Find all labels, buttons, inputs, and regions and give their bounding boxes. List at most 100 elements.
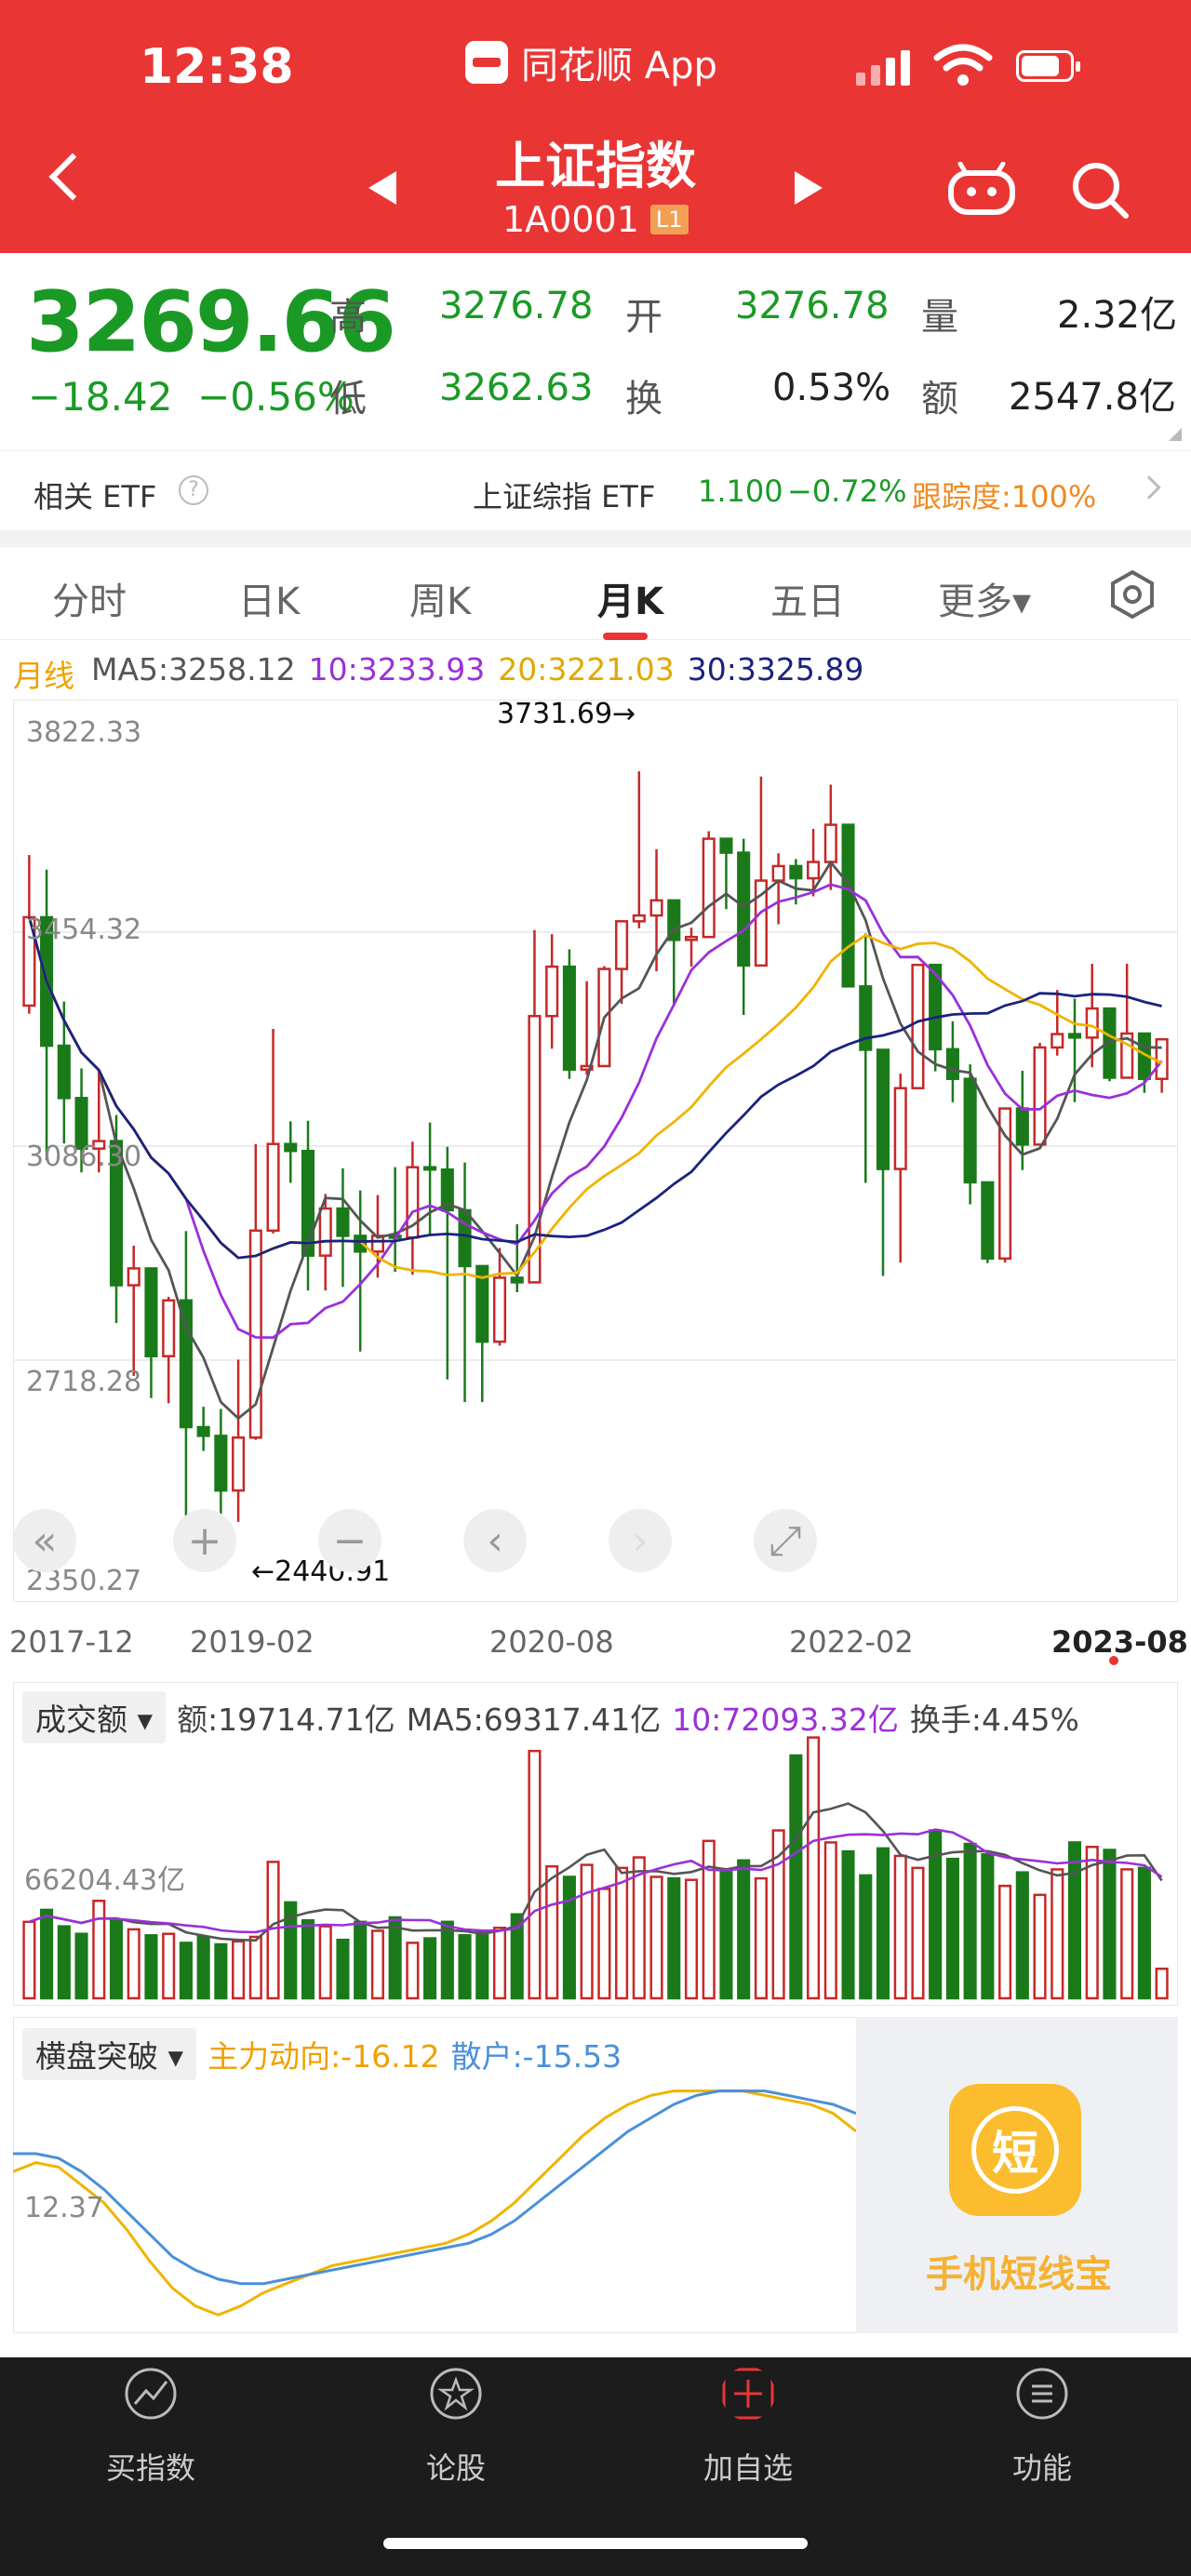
volume-turnover: 换手:4.45% [909, 1702, 1079, 1738]
volume-bar [649, 1875, 663, 2000]
change-value: −18.42 [28, 374, 173, 420]
prev-stock-icon[interactable] [368, 171, 396, 205]
volume-y-label: 66204.43亿 [24, 1864, 186, 1897]
volume-bar [318, 1925, 332, 2000]
candle [57, 1044, 71, 1100]
ad-text[interactable]: 手机短线宝 [926, 2253, 1112, 2296]
volume-header: 成交额 ▾ 额:19714.71亿 MA5:69317.41亿 10:72093… [22, 1691, 1079, 1743]
candle [1120, 1032, 1134, 1079]
candle [667, 899, 681, 941]
candle [127, 1267, 141, 1287]
help-icon[interactable]: ? [179, 475, 208, 505]
scroll-left-fast-icon[interactable]: « [13, 1509, 76, 1572]
volume-bar [510, 1913, 524, 2000]
volume-value: 2.32亿 [1057, 294, 1178, 337]
candle [528, 1014, 542, 1284]
nav-functions[interactable]: 功能 [949, 2367, 1135, 2488]
etf-price: 1.100 [698, 474, 783, 509]
volume-bar [492, 1927, 507, 2000]
chart-settings-icon[interactable] [1107, 569, 1158, 620]
amount-value: 2547.8亿 [1009, 376, 1176, 419]
zoom-out-icon[interactable]: − [318, 1509, 381, 1572]
low-label: 低 [329, 378, 367, 420]
candle [492, 1276, 507, 1343]
back-icon[interactable] [48, 153, 97, 201]
tab-intraday[interactable]: 分时 [52, 581, 127, 623]
candle [1103, 1007, 1117, 1079]
ma5-line [28, 860, 1162, 1421]
volume-bar [1085, 1846, 1099, 2000]
volume-bar [109, 1918, 124, 2000]
volume-bar [248, 1935, 262, 2000]
main-force-line [13, 2089, 856, 2317]
page-title: 上证指数 [495, 137, 696, 195]
tab-monthly-k[interactable]: 月K [597, 581, 663, 623]
robot-assistant-icon[interactable] [947, 162, 1016, 216]
x-label-5: 2023-08 [1051, 1624, 1188, 1660]
volume-bar [911, 1866, 925, 2000]
app-badge[interactable]: 同花顺 App [465, 35, 717, 89]
volume-bar [1103, 1849, 1117, 2000]
search-icon[interactable] [1070, 160, 1130, 220]
app-icon [465, 41, 508, 84]
ma10-label: 10:3233.93 [308, 651, 486, 687]
kline-panel[interactable] [13, 700, 1178, 1602]
tracking-degree: 跟踪度:100% [912, 479, 1097, 514]
signal-icon [856, 50, 910, 86]
candle [92, 1140, 106, 1150]
nav-buy-index[interactable]: 买指数 [58, 2367, 244, 2488]
tab-daily-k[interactable]: 日K [238, 581, 301, 623]
fullscreen-icon[interactable]: ⤢ [754, 1509, 817, 1572]
expand-corner-icon[interactable] [1169, 428, 1182, 441]
volume-bar [981, 1853, 995, 2000]
volume-bar [458, 1934, 472, 2000]
home-indicator [383, 2538, 808, 2549]
next-stock-icon[interactable] [795, 171, 823, 205]
divider [0, 530, 1191, 547]
volume-bar [893, 1854, 907, 2000]
volume-indicator-dropdown[interactable]: 成交额 ▾ [22, 1691, 167, 1743]
related-etf-row[interactable]: 相关 ETF ? 上证综指 ETF 1.100 −0.72% 跟踪度:100% [0, 450, 1191, 530]
candle [998, 1107, 1012, 1261]
main-force-value: 主力动向:-16.12 [207, 2038, 440, 2075]
candle [423, 1166, 437, 1171]
volume-bar [127, 1928, 141, 2000]
candle [929, 963, 943, 1051]
high-marker: 3731.69→ [497, 698, 636, 730]
candle [284, 1142, 298, 1153]
volume-bar [1050, 1868, 1064, 2000]
scroll-right-icon[interactable]: › [609, 1509, 672, 1572]
volume-bar [1015, 1871, 1029, 2000]
candle [545, 965, 559, 1018]
volume-bar [354, 1920, 368, 2000]
indicator-dropdown[interactable]: 横盘突破 ▾ [22, 2028, 197, 2080]
volume-panel[interactable] [13, 1682, 1178, 2006]
add-icon [722, 2368, 774, 2420]
current-price: 3269.66 [26, 274, 396, 371]
level-badge: L1 [649, 205, 689, 234]
app-name: 同花顺 App [521, 45, 717, 87]
x-label-2: 2019-02 [190, 1624, 314, 1660]
kline-chart[interactable] [13, 700, 1178, 1602]
candle [823, 823, 837, 863]
stock-code-text: 1A0001 [502, 199, 639, 240]
candle [981, 1181, 995, 1261]
ma10-line [28, 883, 1163, 1340]
candle [144, 1267, 158, 1358]
scroll-left-icon[interactable]: ‹ [463, 1509, 527, 1572]
tab-five-day[interactable]: 五日 [770, 581, 845, 623]
nav-add-watchlist[interactable]: 加自选 [655, 2367, 841, 2488]
volume-bar [1155, 1968, 1169, 2000]
ma30-line [28, 916, 1162, 1260]
tab-weekly-k[interactable]: 周K [409, 581, 472, 623]
volume-bar [789, 1754, 803, 2000]
nav-discuss[interactable]: 论股 [363, 2367, 549, 2488]
zoom-in-icon[interactable]: + [173, 1509, 236, 1572]
tab-more[interactable]: 更多▾ [938, 581, 1032, 623]
low-value: 3262.63 [439, 367, 594, 409]
volume-bar [771, 1829, 785, 2000]
open-label: 开 [625, 296, 662, 339]
ad-icon[interactable]: 短 [949, 2084, 1081, 2216]
volume-bar [22, 1920, 36, 2000]
etf-change: −0.72% [787, 474, 907, 509]
